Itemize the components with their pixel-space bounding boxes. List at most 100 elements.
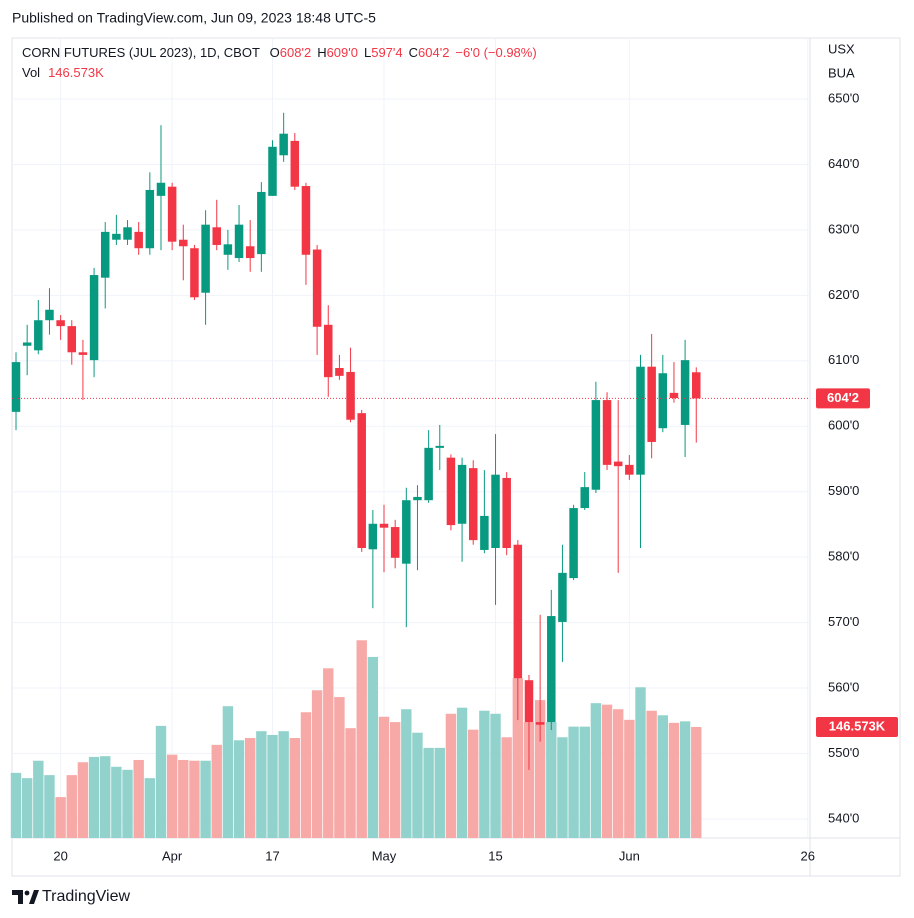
- volume-bar: [691, 726, 702, 838]
- candle-body: [402, 500, 411, 564]
- candle-body: [602, 400, 612, 465]
- legend-value: 597'4: [371, 45, 402, 60]
- candle-body: [613, 461, 623, 467]
- candle-body: [335, 368, 344, 376]
- volume-bar: [657, 715, 669, 838]
- volume-bar: [590, 703, 602, 838]
- candle-body: [257, 191, 266, 255]
- volume-bar: [33, 760, 44, 838]
- x-tick-label: May: [372, 848, 397, 863]
- volume-bars: [10, 640, 702, 838]
- x-tick-label: 15: [488, 848, 502, 863]
- volume-bar: [401, 709, 412, 838]
- volume-bar: [111, 766, 122, 838]
- volume-bar: [445, 713, 457, 838]
- candle-body: [45, 309, 54, 321]
- legend-key: H: [317, 45, 326, 60]
- candle-body: [647, 366, 656, 442]
- candle-body: [468, 468, 478, 541]
- candle-body: [535, 722, 545, 725]
- candle-body: [558, 572, 567, 622]
- legend-name: CORN FUTURES (JUL 2023), 1D, CBOT: [22, 45, 260, 60]
- volume-bar: [166, 754, 178, 838]
- published-note: Published on TradingView.com, Jun 09, 20…: [12, 10, 376, 26]
- candle-body: [190, 248, 199, 298]
- volume-bar: [10, 772, 22, 838]
- volume-bar: [646, 710, 657, 838]
- axis-header: BUA: [828, 65, 855, 80]
- y-tick-label: 630'0: [828, 221, 859, 236]
- candle-body: [179, 239, 188, 247]
- volume-bar: [423, 747, 434, 838]
- last-price-label: 604'2: [827, 390, 859, 405]
- candle-body: [268, 146, 277, 196]
- candle-body: [368, 523, 378, 550]
- legend-volume-key: Vol: [22, 65, 40, 80]
- x-tick-label: Apr: [162, 848, 183, 863]
- volume-bar: [144, 778, 156, 838]
- volume-bar: [77, 762, 89, 838]
- volume-bar: [434, 747, 445, 838]
- volume-bar: [278, 731, 289, 838]
- volume-bar: [200, 760, 211, 838]
- y-tick-label: 550'0: [828, 745, 859, 760]
- candle-body: [100, 231, 110, 278]
- volume-bar: [300, 712, 312, 838]
- candle-body: [446, 457, 456, 526]
- candle-body: [167, 186, 177, 242]
- chart-frame: [11, 37, 901, 877]
- candle-body: [201, 224, 210, 293]
- volume-bar: [479, 710, 490, 838]
- legend-value: 608'2: [280, 45, 311, 60]
- legend-value: 604'2: [418, 45, 449, 60]
- candle-body: [513, 544, 523, 679]
- volume-bar: [155, 725, 167, 838]
- legend-change: −6'0 (−0.98%): [455, 45, 536, 60]
- y-tick-label: 650'0: [828, 90, 859, 105]
- candle-body: [424, 447, 433, 501]
- candle-body: [89, 275, 99, 361]
- candle-body: [547, 616, 556, 723]
- candle-body: [324, 324, 333, 378]
- candle-body: [658, 373, 668, 429]
- volume-bar: [88, 756, 100, 838]
- candle-body: [435, 445, 445, 448]
- candle-body: [413, 496, 422, 501]
- candle-body: [78, 352, 88, 355]
- volume-bar: [267, 734, 278, 838]
- axis-header: USX: [828, 41, 855, 56]
- y-tick-label: 610'0: [828, 352, 859, 367]
- candle-body: [123, 227, 132, 240]
- y-tick-label: 620'0: [828, 287, 859, 302]
- last-volume-label: 146.573K: [829, 718, 886, 733]
- candle-body: [112, 233, 121, 240]
- candle-body: [56, 320, 65, 327]
- y-tick-label: 590'0: [828, 483, 859, 498]
- volume-bar: [233, 740, 245, 838]
- volume-bar: [468, 729, 479, 838]
- y-tick-label: 540'0: [828, 810, 859, 825]
- candle-body: [357, 413, 366, 548]
- candle-body: [301, 186, 311, 255]
- volume-bar: [334, 697, 345, 838]
- last-price-tag: [816, 388, 870, 409]
- candle-body: [134, 231, 143, 249]
- candle-body: [591, 400, 601, 490]
- candle-body: [22, 342, 32, 346]
- candle-body: [245, 246, 255, 259]
- volume-bar: [668, 722, 680, 838]
- candle-body: [312, 249, 322, 327]
- volume-bar: [44, 775, 55, 838]
- candle-body: [212, 227, 221, 245]
- volume-bar: [133, 759, 144, 838]
- volume-bar: [21, 778, 33, 838]
- volume-bar: [679, 721, 691, 838]
- candle-body: [625, 464, 634, 475]
- volume-bar: [323, 668, 334, 838]
- footer-brand: TradingView: [42, 888, 130, 905]
- volume-bar: [100, 756, 111, 838]
- y-tick-label: 580'0: [828, 549, 859, 564]
- y-tick-label: 600'0: [828, 418, 859, 433]
- candle-body: [34, 320, 43, 351]
- y-tick-label: 570'0: [828, 614, 859, 629]
